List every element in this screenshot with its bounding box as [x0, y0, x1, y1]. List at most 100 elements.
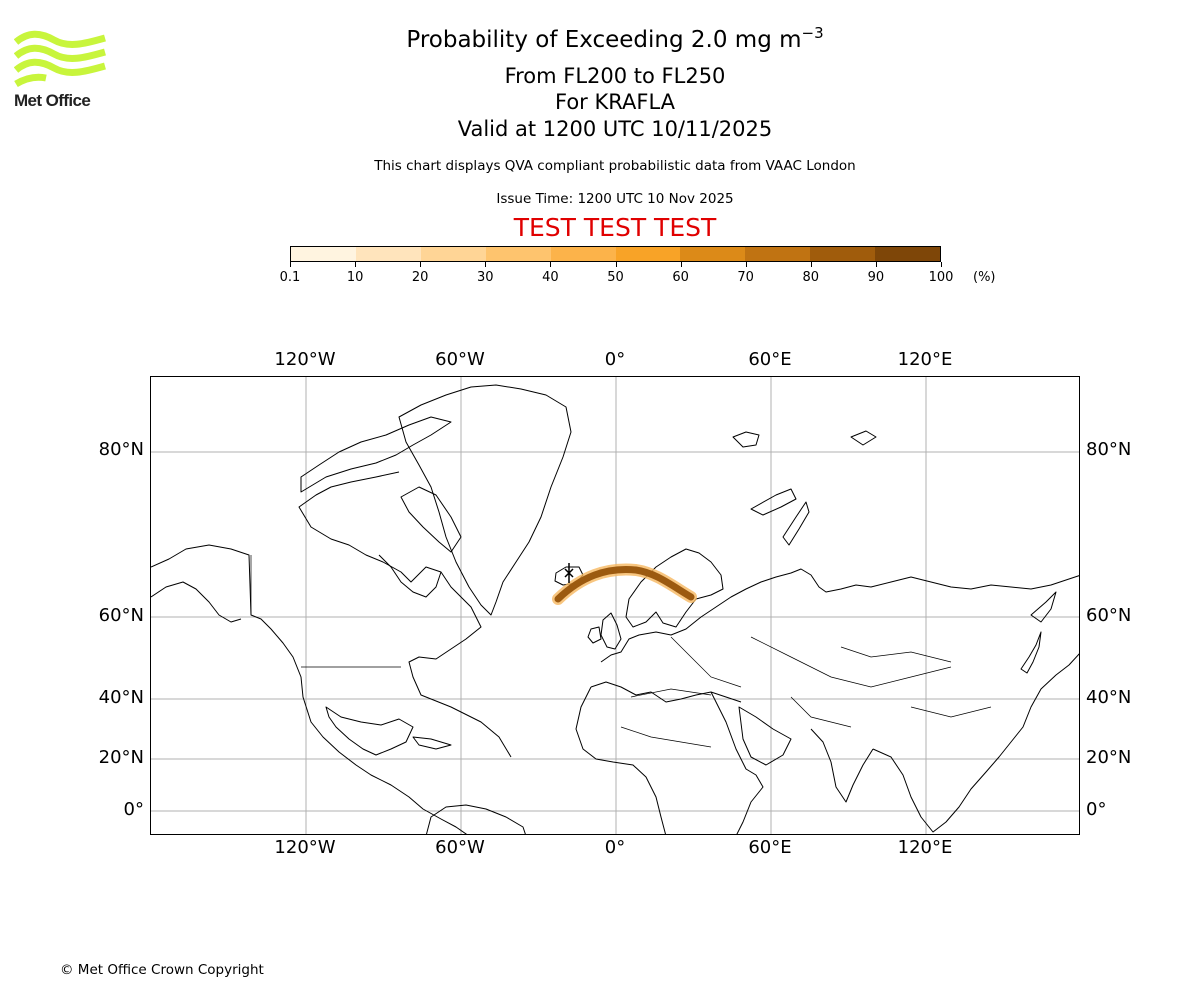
colorbar-tick-label: 0.1 [279, 270, 301, 285]
copyright: © Met Office Crown Copyright [60, 962, 264, 978]
colorbar-segment [810, 247, 876, 261]
colorbar-tick [745, 262, 747, 267]
colorbar-tick [485, 262, 487, 267]
colorbar-tick [420, 262, 422, 267]
borders [250, 555, 992, 748]
title-main: Probability of Exceeding 2.0 mg m [406, 27, 802, 53]
map-canvas [151, 377, 1079, 834]
africa-coast [575, 686, 666, 834]
lon-label-bottom: 120°W [274, 837, 336, 858]
colorbar-segment [680, 247, 746, 261]
lon-label-top: 60°W [435, 349, 485, 370]
volcano-marker-icon [564, 563, 574, 583]
flight-level: From FL200 to FL250 [504, 64, 726, 88]
colorbar-segment [420, 247, 486, 261]
met-office-wave-icon [14, 30, 106, 88]
mediterranean-coast [590, 681, 742, 703]
met-office-logo: Met Office [14, 30, 108, 114]
test-banner: TEST TEST TEST [513, 213, 717, 242]
lat-label-left: 80°N [98, 439, 144, 460]
lon-label-bottom: 60°E [748, 837, 792, 858]
lat-label-right: 0° [1086, 799, 1107, 820]
lon-label-bottom: 60°W [435, 837, 485, 858]
lat-label-right: 20°N [1086, 747, 1132, 768]
greenland-coast [398, 384, 572, 616]
map-panel [150, 376, 1080, 835]
graticule [151, 377, 1079, 834]
lon-label-bottom: 120°E [897, 837, 953, 858]
ireland-coast [587, 626, 602, 644]
colorbar-tick [875, 262, 877, 267]
colorbar-tick-label: 70 [737, 270, 754, 285]
alaska-coast [151, 581, 242, 623]
colorbar-segment [550, 247, 616, 261]
valid-time: Valid at 1200 UTC 10/11/2025 [457, 117, 773, 141]
north-america-coast [151, 544, 467, 834]
lat-label-right: 40°N [1086, 687, 1132, 708]
lat-label-right: 60°N [1086, 605, 1132, 626]
logo-text: Met Office [14, 91, 91, 110]
colorbar-segment [745, 247, 811, 261]
colorbar-segment [355, 247, 421, 261]
colorbar-tick [941, 262, 942, 267]
japan-coast [1020, 631, 1042, 674]
lon-label-bottom: 0° [604, 837, 626, 858]
title-superscript: −3 [801, 24, 824, 42]
colorbar-tick-label: 30 [477, 270, 494, 285]
great-britain-coast [600, 612, 622, 650]
colorbar-segment [875, 247, 941, 261]
svalbard [732, 431, 760, 448]
canada-arctic-islands [300, 416, 452, 493]
india-coast [810, 728, 874, 803]
colorbar-segment [615, 247, 681, 261]
south-america-coast [426, 804, 526, 834]
cuba [412, 736, 452, 750]
colorbar-tick-label: 90 [867, 270, 885, 285]
scandinavia-coast [625, 548, 724, 628]
ash-plume-core [554, 565, 695, 603]
colorbar-tick [550, 262, 552, 267]
coastlines [151, 384, 1079, 834]
colorbar-tick [680, 262, 682, 267]
colorbar-tick-label: 80 [802, 270, 820, 285]
north-america-east-coast [298, 471, 512, 758]
colorbar-tick-label: 100 [928, 270, 954, 285]
colorbar-tick-label: 20 [411, 270, 429, 285]
baffin-island [400, 486, 462, 553]
colorbar-unit: (%) [973, 270, 996, 285]
chart-title: Probability of Exceeding 2.0 mg m−3 [0, 24, 1200, 53]
gulf-of-mexico [325, 706, 414, 756]
colorbar-tick-label: 10 [346, 270, 364, 285]
volcano-name: For KRAFLA [555, 90, 675, 114]
colorbar-segment [291, 247, 356, 261]
lat-label-left: 60°N [98, 605, 144, 626]
issue-time: Issue Time: 1200 UTC 10 Nov 2025 [496, 191, 734, 207]
severnaya-zemlya [850, 430, 877, 446]
lat-label-left: 40°N [98, 687, 144, 708]
hudson-bay [378, 554, 442, 598]
lat-label-left: 20°N [98, 747, 144, 768]
colorbar-tick [615, 262, 617, 267]
africa-east-coast [710, 691, 764, 834]
colorbar-tick [290, 262, 291, 267]
colorbar-tick [810, 262, 812, 267]
novaya-zemlya [782, 501, 810, 546]
chart-description: This chart displays QVA compliant probab… [374, 158, 856, 174]
europe-coast [600, 568, 1079, 663]
colorbar-tick-label: 50 [607, 270, 624, 285]
colorbar [290, 246, 941, 262]
lat-label-right: 80°N [1086, 439, 1132, 460]
colorbar-segment [485, 247, 551, 261]
lon-label-top: 60°E [748, 349, 792, 370]
lat-label-left: 0° [123, 799, 144, 820]
lon-label-top: 0° [604, 349, 626, 370]
colorbar-tick-label: 60 [672, 270, 689, 285]
lon-label-top: 120°E [897, 349, 953, 370]
se-asia-coast [872, 653, 1079, 833]
kamchatka-coast [1030, 591, 1057, 623]
arctic-islands-russia [750, 488, 797, 516]
arabia-coast [738, 706, 792, 766]
colorbar-tick [355, 262, 357, 267]
colorbar-tick-label: 40 [542, 270, 559, 285]
lon-label-top: 120°W [274, 349, 336, 370]
